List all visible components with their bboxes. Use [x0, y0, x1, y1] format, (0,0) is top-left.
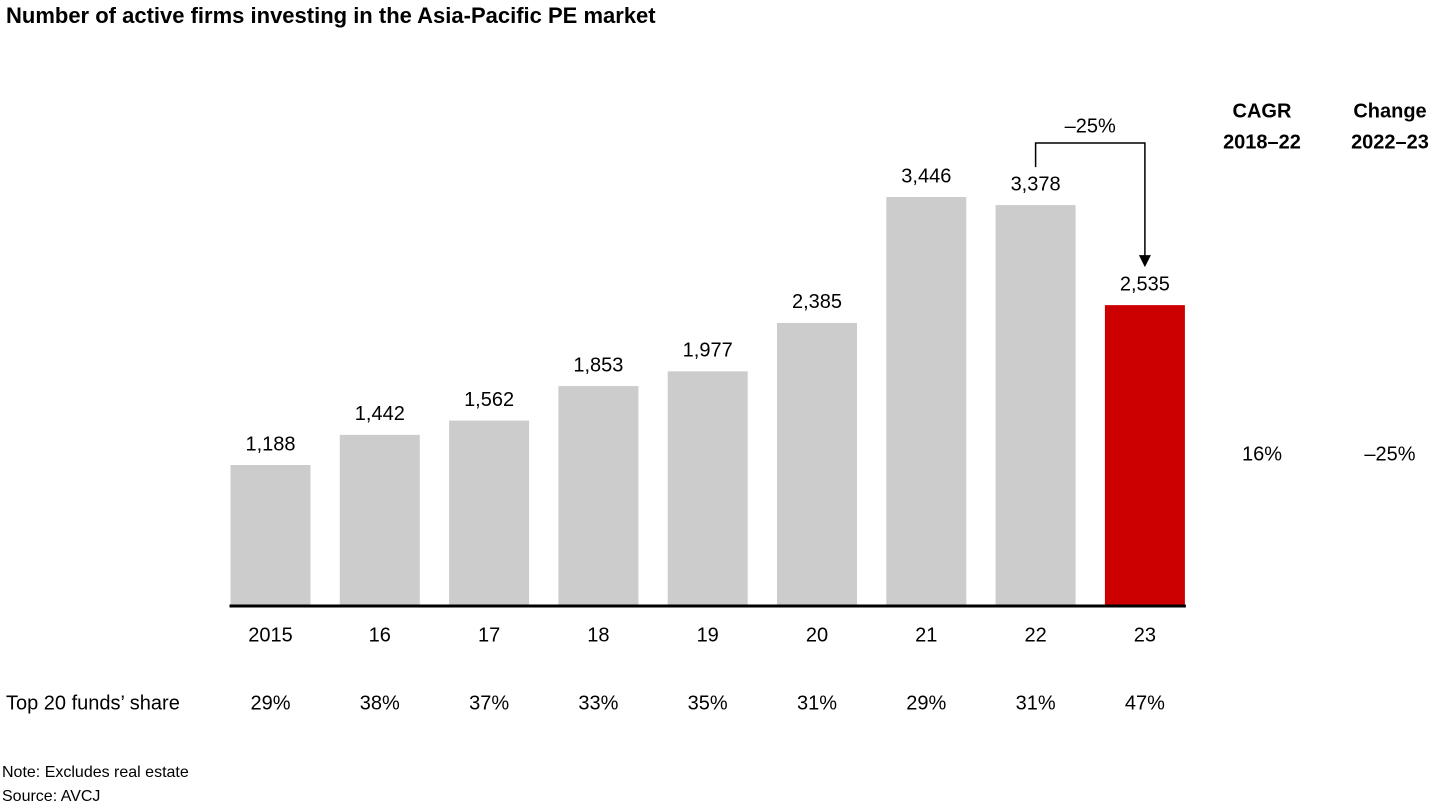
share-row-label: Top 20 funds’ share: [6, 692, 180, 714]
data-label: 2,385: [792, 291, 842, 313]
data-label: 1,188: [245, 433, 295, 455]
note: Note: Excludes real estate: [2, 764, 189, 781]
side-header: 2022–23: [1351, 131, 1429, 153]
bar: [558, 386, 639, 606]
x-tick-label: 16: [369, 624, 391, 646]
bar: [667, 371, 748, 606]
share-value: 33%: [578, 692, 618, 714]
bar: [230, 464, 311, 606]
bar: [777, 322, 857, 606]
x-tick-label: 22: [1024, 624, 1046, 646]
side-header: Change: [1353, 100, 1426, 122]
bar: [449, 420, 530, 606]
annotation-label: –25%: [1065, 115, 1116, 137]
share-value: 37%: [469, 692, 509, 714]
data-label: 1,442: [355, 403, 405, 425]
x-tick-label: 21: [915, 624, 937, 646]
data-label: 2,535: [1120, 273, 1170, 295]
data-label: 1,853: [573, 354, 623, 376]
data-label: 3,446: [901, 165, 951, 187]
side-value: –25%: [1364, 443, 1415, 465]
bar: [339, 434, 420, 606]
share-value: 29%: [250, 692, 290, 714]
data-label: 1,562: [464, 389, 514, 411]
side-header: CAGR: [1233, 100, 1292, 122]
x-tick-label: 2015: [248, 624, 293, 646]
side-value: 16%: [1242, 443, 1282, 465]
x-tick-label: 18: [587, 624, 609, 646]
x-tick-label: 17: [478, 624, 500, 646]
source: Source: AVCJ: [2, 788, 100, 805]
bar: [886, 197, 967, 606]
annotation-arrow: [1034, 142, 1146, 262]
chart-title: Number of active firms investing in the …: [6, 3, 656, 28]
x-tick-label: 23: [1134, 624, 1156, 646]
share-value: 29%: [906, 692, 946, 714]
share-value: 38%: [360, 692, 400, 714]
share-value: 31%: [1016, 692, 1056, 714]
x-tick-label: 20: [806, 624, 828, 646]
share-value: 47%: [1125, 692, 1165, 714]
data-label: 1,977: [683, 340, 733, 362]
x-tick-label: 19: [697, 624, 719, 646]
share-value: 31%: [797, 692, 837, 714]
arrow-head: [1138, 255, 1151, 268]
side-header: 2018–22: [1223, 131, 1301, 153]
share-value: 35%: [688, 692, 728, 714]
bar: [995, 205, 1076, 606]
data-label: 3,378: [1011, 173, 1061, 195]
bar: [1104, 305, 1185, 606]
